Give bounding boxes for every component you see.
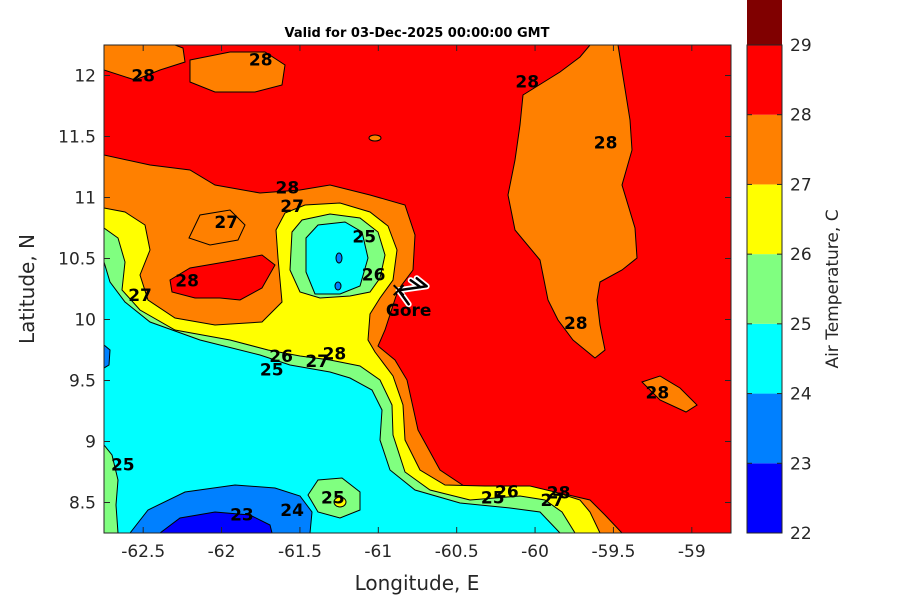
- y-axis-label: Latitude, N: [15, 234, 39, 344]
- colorbar-swatch: [747, 254, 782, 324]
- x-axis: -62.5 -62 -61.5 -61 -60.5 -60 -59.5 -59: [121, 45, 706, 562]
- x-tick-label: -62: [208, 542, 236, 562]
- chart-title: Valid for 03-Dec-2025 00:00:00 GMT: [285, 26, 550, 41]
- colorbar-swatch: [747, 184, 782, 255]
- region-26-27-east: [507, 45, 638, 359]
- colorbar-tick-label: 26: [790, 245, 812, 265]
- colorbar-label: Air Temperature, C: [823, 209, 843, 368]
- contour-label: 26: [362, 265, 386, 285]
- contour-label: 25: [481, 489, 505, 509]
- contour-label: 24: [280, 501, 304, 521]
- region-below-23: [159, 511, 273, 533]
- colorbar-tick-label: 28: [790, 106, 812, 126]
- colorbar-swatch: [747, 45, 782, 115]
- contour-label: 26: [495, 483, 519, 503]
- region-26-27-blob: [189, 51, 286, 93]
- region-26-27-pocket: [188, 209, 246, 246]
- x-axis-label: Longitude, E: [355, 571, 480, 595]
- colorbar-swatch: [747, 393, 782, 464]
- y-tick-label: 8.5: [69, 494, 96, 514]
- contour-label: 27: [305, 352, 329, 372]
- region-22-23-dot2: [334, 281, 342, 291]
- contour-label: 28: [175, 271, 199, 291]
- contour-label: 25: [352, 228, 376, 248]
- y-tick-label: 9: [85, 433, 96, 453]
- plot-frame: [103, 44, 732, 534]
- region-25-26-dot: [333, 496, 347, 508]
- colorbar-tick-label: 24: [790, 385, 812, 405]
- contour-label: 25: [111, 456, 135, 476]
- contour-label: 27: [540, 491, 564, 511]
- x-tick-label: -61: [364, 542, 392, 562]
- x-tick-label: -60: [521, 542, 549, 562]
- x-tick-label: -59: [678, 542, 706, 562]
- y-axis: 8.5 9 9.5 10 10.5 11 11.5 12: [58, 67, 731, 514]
- colorbar: 22 23 24 25 26 27 28 29: [746, 0, 812, 544]
- station-marker: [392, 284, 405, 296]
- x-tick-label: -62.5: [121, 542, 165, 562]
- colorbar-tick-label: 23: [790, 454, 812, 474]
- y-tick-label: 10: [74, 311, 96, 331]
- region-22-23-west: [104, 344, 111, 369]
- y-tick-label: 10.5: [58, 250, 96, 270]
- contour-label: 28: [645, 384, 669, 404]
- contour-label: 27: [280, 197, 304, 217]
- station-name: Gore: [386, 301, 432, 321]
- contour-label: 23: [230, 506, 254, 526]
- wind-barb: [397, 276, 428, 306]
- contour-label: 28: [131, 67, 155, 87]
- region-27-28-island: [169, 254, 276, 301]
- contour-label: 28: [276, 179, 300, 199]
- y-tick-label: 11.5: [58, 128, 96, 148]
- y-tick-label: 12: [74, 67, 96, 87]
- colorbar-tick-label: 27: [790, 175, 812, 195]
- colorbar-swatch: [747, 0, 782, 46]
- x-tick-label: -61.5: [278, 542, 322, 562]
- x-tick-label: -59.5: [591, 542, 635, 562]
- colorbar-swatch: [747, 323, 782, 394]
- region-22-23-dot1: [335, 252, 343, 264]
- colorbar-tick-label: 29: [790, 36, 812, 56]
- colorbar-swatch: [747, 114, 782, 185]
- region-26-27-dot: [368, 134, 382, 142]
- contour-label: 27: [128, 286, 152, 306]
- colorbar-tick-label: 22: [790, 524, 812, 544]
- contour-label: 25: [260, 361, 284, 381]
- contour-label: 26: [269, 347, 293, 367]
- station-marker-group: Gore: [386, 275, 432, 321]
- contour-label: 28: [515, 73, 539, 93]
- region-24-25-bump: [307, 477, 361, 519]
- y-tick-label: 9.5: [69, 372, 96, 392]
- x-tick-label: -60.5: [435, 542, 479, 562]
- contour-label: 25: [321, 489, 345, 509]
- contour-label: 28: [323, 345, 347, 365]
- contour-label: 28: [547, 484, 571, 504]
- contour-label: 28: [594, 134, 618, 154]
- contour-label: 27: [214, 213, 238, 233]
- y-tick-label: 11: [74, 189, 96, 209]
- region-23-24: [104, 261, 561, 533]
- contour-label: 28: [564, 314, 588, 334]
- colorbar-frame: [746, 44, 783, 534]
- contour-label: 28: [249, 51, 273, 71]
- region-26-27-islet: [641, 375, 698, 413]
- region-24-25-westedge: [104, 444, 119, 533]
- colorbar-swatch: [747, 463, 782, 533]
- colorbar-tick-label: 25: [790, 315, 812, 335]
